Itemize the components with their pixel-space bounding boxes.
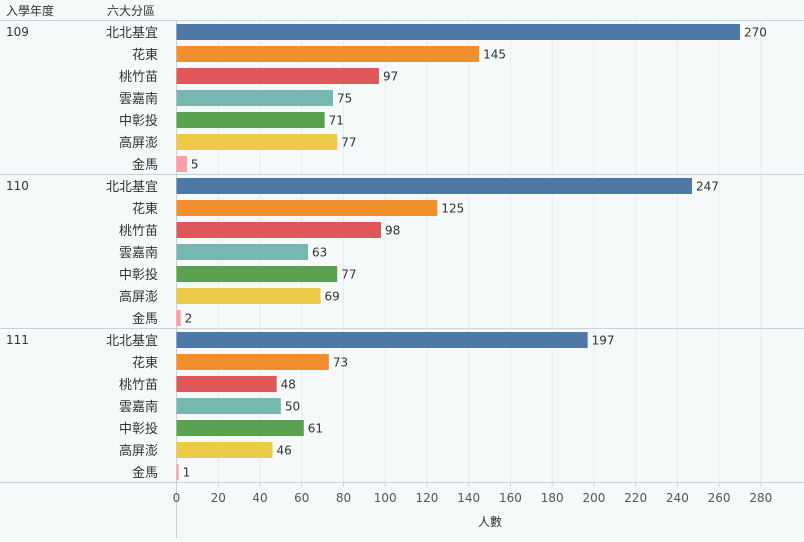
value-label: 1 (183, 466, 191, 480)
value-label: 97 (383, 70, 398, 84)
value-label: 69 (325, 290, 340, 304)
bar (176, 464, 179, 480)
category-label: 中彰投 (119, 113, 158, 129)
bar (176, 398, 281, 414)
value-label: 71 (329, 114, 344, 128)
category-label: 雲嘉南 (119, 399, 158, 415)
value-label: 77 (341, 268, 356, 282)
x-tick-label: 280 (749, 491, 772, 505)
bar (176, 24, 740, 40)
x-tick-label: 160 (499, 491, 522, 505)
value-label: 63 (312, 246, 327, 260)
year-group: 110 北北基宜 247 花東 125 桃竹苗 98 雲嘉南 63 中彰投 77 高屏澎 69 金馬 2 (6, 178, 719, 327)
x-tick-label: 140 (457, 491, 480, 505)
category-label: 高屏澎 (119, 135, 158, 151)
category-label: 雲嘉南 (119, 91, 158, 107)
value-label: 98 (385, 224, 400, 238)
x-tick-label: 60 (294, 491, 309, 505)
grid-lines (217, 20, 762, 482)
bar (176, 244, 308, 260)
year-group: 111 北北基宜 197 花東 73 桃竹苗 48 雲嘉南 50 中彰投 61 高屏澎 46 金馬 1 (6, 332, 615, 481)
x-tick-label: 80 (336, 491, 351, 505)
x-tick-label: 240 (666, 491, 689, 505)
x-axis: 0 20 40 60 80 100 120 140 160 180 200 220 240 260 280 (173, 482, 772, 505)
year-group: 109 北北基宜 270 花東 145 桃竹苗 97 雲嘉南 75 中彰投 71 高屏澎 77 金馬 5 (6, 24, 767, 173)
bar (176, 90, 334, 106)
category-label: 金馬 (132, 465, 158, 481)
category-label: 高屏澎 (119, 289, 158, 305)
value-label: 48 (281, 378, 296, 392)
bar (176, 112, 325, 128)
bar (176, 46, 480, 62)
bar (176, 354, 329, 370)
value-label: 61 (308, 422, 323, 436)
value-label: 247 (696, 180, 719, 194)
x-tick-label: 120 (415, 491, 438, 505)
x-axis-label: 人數 (478, 515, 502, 529)
year-label: 111 (6, 333, 29, 347)
x-tick-label: 0 (173, 491, 181, 505)
category-label: 花東 (132, 355, 158, 371)
category-label: 花東 (132, 47, 158, 63)
value-label: 5 (191, 158, 199, 172)
x-tick-label: 200 (582, 491, 605, 505)
category-label: 中彰投 (119, 421, 158, 437)
value-label: 75 (337, 92, 352, 106)
value-label: 270 (744, 26, 767, 40)
year-label: 110 (6, 179, 29, 193)
category-label: 桃竹苗 (119, 378, 158, 393)
bar (176, 310, 181, 326)
x-tick-label: 40 (252, 491, 267, 505)
category-label: 北北基宜 (106, 26, 158, 41)
category-label: 桃竹苗 (119, 224, 158, 239)
category-label: 雲嘉南 (119, 245, 158, 261)
bar (176, 332, 588, 348)
x-tick-label: 220 (624, 491, 647, 505)
value-label: 145 (483, 48, 506, 62)
value-label: 46 (277, 444, 292, 458)
bar (176, 156, 187, 172)
category-label: 花東 (132, 201, 158, 217)
chart-frame (0, 20, 804, 538)
bar (176, 134, 338, 150)
bar (176, 222, 382, 238)
value-label: 197 (592, 334, 615, 348)
x-tick-label: 100 (374, 491, 397, 505)
bar (176, 200, 438, 216)
region-column-header: 六大分區 (107, 4, 155, 18)
value-label: 2 (185, 312, 193, 326)
bar (176, 288, 321, 304)
bar (176, 420, 304, 436)
x-tick-label: 20 (211, 491, 226, 505)
category-label: 北北基宜 (106, 180, 158, 195)
bar (176, 442, 273, 458)
category-label: 金馬 (132, 311, 158, 327)
category-label: 高屏澎 (119, 443, 158, 459)
bar (176, 68, 379, 84)
value-label: 125 (441, 202, 464, 216)
value-label: 50 (285, 400, 300, 414)
bar (176, 178, 692, 194)
value-label: 73 (333, 356, 348, 370)
category-label: 中彰投 (119, 267, 158, 283)
category-label: 桃竹苗 (119, 70, 158, 85)
year-column-header: 入學年度 (6, 3, 54, 18)
bar (176, 266, 338, 282)
x-tick-label: 260 (708, 491, 731, 505)
category-label: 金馬 (132, 157, 158, 173)
x-tick-label: 180 (541, 491, 564, 505)
year-label: 109 (6, 25, 29, 39)
category-label: 北北基宜 (106, 334, 158, 349)
bar (176, 376, 277, 392)
value-label: 77 (341, 136, 356, 150)
